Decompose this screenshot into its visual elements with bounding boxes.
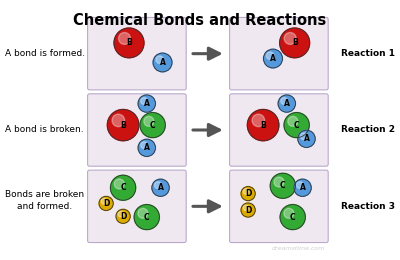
Circle shape <box>114 179 124 189</box>
Circle shape <box>110 175 136 200</box>
Text: C: C <box>150 121 156 129</box>
Text: C: C <box>290 213 296 222</box>
Circle shape <box>252 114 265 127</box>
Text: D: D <box>245 206 251 214</box>
Circle shape <box>152 179 169 196</box>
Text: Bonds are broken
and formed.: Bonds are broken and formed. <box>5 190 84 211</box>
Circle shape <box>140 113 165 138</box>
Text: A: A <box>300 183 306 192</box>
Circle shape <box>294 179 311 196</box>
Circle shape <box>141 142 148 149</box>
Circle shape <box>112 114 125 127</box>
Text: Reaction 1: Reaction 1 <box>341 49 395 58</box>
Circle shape <box>284 208 294 218</box>
Circle shape <box>243 189 249 194</box>
Circle shape <box>270 173 296 198</box>
Circle shape <box>280 205 305 230</box>
Circle shape <box>141 98 148 105</box>
Circle shape <box>300 133 307 140</box>
Text: A: A <box>158 183 164 192</box>
Text: B: B <box>292 38 298 47</box>
Text: C: C <box>120 183 126 192</box>
Circle shape <box>281 98 288 105</box>
Circle shape <box>288 116 298 126</box>
Text: A: A <box>144 99 150 108</box>
Circle shape <box>274 177 284 187</box>
Circle shape <box>101 198 107 204</box>
Circle shape <box>114 28 144 58</box>
Text: A: A <box>160 58 166 67</box>
Circle shape <box>264 49 282 68</box>
Circle shape <box>118 32 130 44</box>
Circle shape <box>241 203 255 217</box>
Text: A: A <box>284 99 290 108</box>
FancyBboxPatch shape <box>230 170 328 243</box>
Circle shape <box>298 130 315 147</box>
Circle shape <box>156 56 164 63</box>
FancyBboxPatch shape <box>230 94 328 166</box>
Text: Chemical Bonds and Reactions: Chemical Bonds and Reactions <box>73 12 327 28</box>
Text: B: B <box>260 121 266 129</box>
Circle shape <box>241 187 255 201</box>
FancyBboxPatch shape <box>88 94 186 166</box>
Circle shape <box>116 209 130 223</box>
Circle shape <box>153 53 172 72</box>
Text: A bond is broken.: A bond is broken. <box>5 126 83 134</box>
Circle shape <box>284 113 309 138</box>
Text: D: D <box>120 212 126 221</box>
Text: D: D <box>245 189 251 198</box>
Text: A: A <box>304 134 310 143</box>
FancyBboxPatch shape <box>88 17 186 90</box>
Circle shape <box>138 95 156 112</box>
Text: D: D <box>103 199 109 208</box>
Text: Reaction 2: Reaction 2 <box>341 126 395 134</box>
Circle shape <box>118 211 124 217</box>
FancyBboxPatch shape <box>230 17 328 90</box>
Text: Reaction 3: Reaction 3 <box>341 202 395 211</box>
Circle shape <box>154 182 162 188</box>
Text: dreamstime.com: dreamstime.com <box>272 246 325 251</box>
Circle shape <box>266 52 274 60</box>
Circle shape <box>243 205 249 211</box>
Text: B: B <box>126 38 132 47</box>
Text: C: C <box>294 121 300 129</box>
Text: C: C <box>144 213 150 222</box>
Circle shape <box>280 28 310 58</box>
Circle shape <box>99 196 113 210</box>
Text: C: C <box>280 181 286 190</box>
Circle shape <box>138 208 148 218</box>
Text: A: A <box>270 54 276 63</box>
Circle shape <box>247 109 279 141</box>
FancyBboxPatch shape <box>88 170 186 243</box>
Text: A bond is formed.: A bond is formed. <box>5 49 85 58</box>
Circle shape <box>134 205 159 230</box>
Circle shape <box>144 116 154 126</box>
Circle shape <box>296 182 304 188</box>
Circle shape <box>284 32 296 44</box>
Circle shape <box>107 109 139 141</box>
Circle shape <box>138 139 156 157</box>
Circle shape <box>278 95 296 112</box>
Text: B: B <box>120 121 126 129</box>
Text: A: A <box>144 143 150 152</box>
